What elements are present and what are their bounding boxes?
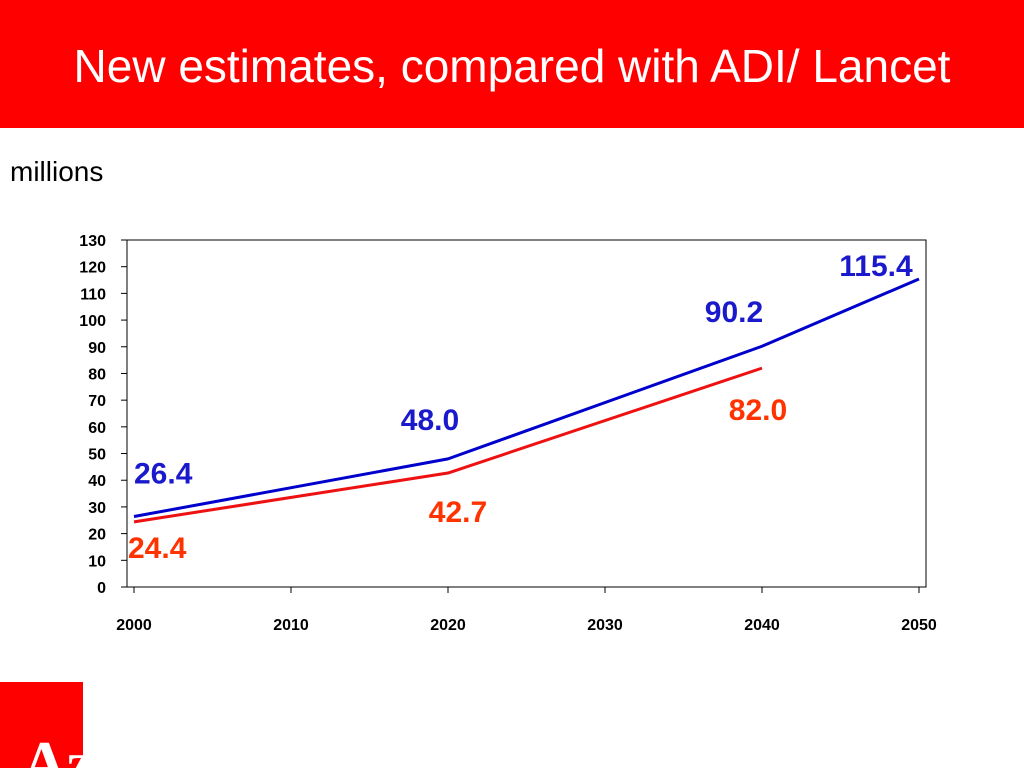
series-line-new-estimates (133, 277, 920, 519)
title-bar: New estimates, compared with ADI/ Lancet (0, 0, 1024, 128)
logo-text: Az (22, 730, 83, 768)
y-tick-label: 130 (79, 233, 106, 250)
slide-title: New estimates, compared with ADI/ Lancet (73, 40, 951, 92)
data-label: 26.4 (134, 458, 193, 491)
az-logo-icon: Az (0, 682, 83, 768)
az-logo-mark: Az (22, 730, 83, 768)
y-tick-label: 110 (80, 286, 106, 303)
y-tick-label: 10 (88, 553, 106, 570)
series-line-adi-lancet (133, 366, 763, 524)
y-tick-label: 50 (88, 447, 106, 464)
y-tick-label: 0 (97, 580, 106, 597)
y-tick-label: 120 (79, 260, 106, 277)
x-tick-label: 2040 (744, 617, 780, 634)
y-tick-label: 20 (88, 527, 106, 544)
data-label: 48.0 (401, 404, 459, 437)
data-label: 24.4 (128, 532, 187, 565)
unit-label: millions (10, 156, 104, 187)
x-tick-label: 2050 (901, 617, 937, 634)
x-tick-label: 2020 (430, 617, 466, 634)
y-tick-label: 100 (79, 313, 106, 330)
y-tick-label: 30 (88, 500, 106, 517)
x-tick-label: 2010 (273, 617, 309, 634)
data-label: 42.7 (429, 496, 487, 529)
y-tick-label: 40 (88, 473, 106, 490)
plot-frame (126, 239, 927, 588)
y-tick-label: 70 (88, 393, 106, 410)
data-label: 90.2 (705, 296, 763, 329)
y-tick-label: 80 (88, 366, 106, 383)
data-label: 115.4 (839, 250, 913, 283)
data-label: 82.0 (729, 394, 787, 427)
x-tick-label: 2000 (116, 617, 152, 634)
x-tick-label: 2030 (587, 617, 623, 634)
y-tick-label: 60 (88, 420, 106, 437)
y-tick-label: 90 (88, 340, 106, 357)
